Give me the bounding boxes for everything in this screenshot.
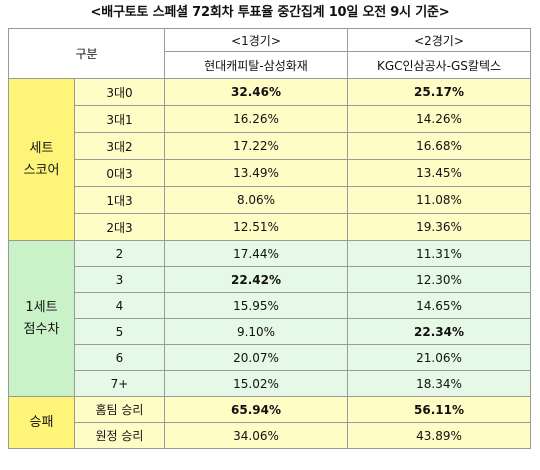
cell-game2: 18.34% — [347, 370, 531, 397]
row-label: 3대1 — [74, 105, 165, 133]
cell-game2: 11.08% — [347, 186, 531, 214]
row-label: 3 — [74, 266, 165, 293]
cell-game1: 16.26% — [164, 105, 348, 133]
row-label: 6 — [74, 344, 165, 371]
cell-game1: 12.51% — [164, 213, 348, 241]
row-label: 4 — [74, 292, 165, 319]
cell-game2: 21.06% — [347, 344, 531, 371]
cell-game2: 22.34% — [347, 318, 531, 345]
row-label: 7+ — [74, 370, 165, 397]
vote-rate-table: 구분 <1경기> <2경기> 현대캐피탈-삼성화재 KGC인삼공사-GS칼텍스 … — [8, 28, 531, 449]
cell-game1: 17.44% — [164, 240, 348, 267]
cell-game2: 16.68% — [347, 132, 531, 160]
row-label: 2대3 — [74, 213, 165, 241]
cell-game1: 22.42% — [164, 266, 348, 293]
cell-game1: 9.10% — [164, 318, 348, 345]
header-game2: <2경기> — [347, 28, 531, 52]
row-label: 2 — [74, 240, 165, 267]
cell-game1: 8.06% — [164, 186, 348, 214]
row-label: 3대2 — [74, 132, 165, 160]
group-set-score-line2: 스코어 — [23, 162, 60, 178]
row-label: 홈팀 승리 — [74, 396, 165, 423]
group-set-score-line1: 세트 — [29, 140, 54, 156]
row-label: 3대0 — [74, 78, 165, 106]
row-label: 0대3 — [74, 159, 165, 187]
cell-game1: 15.02% — [164, 370, 348, 397]
cell-game2: 12.30% — [347, 266, 531, 293]
cell-game1: 65.94% — [164, 396, 348, 423]
cell-game1: 15.95% — [164, 292, 348, 319]
cell-game2: 43.89% — [347, 422, 531, 449]
group-win-loss: 승패 — [8, 396, 75, 449]
cell-game2: 19.36% — [347, 213, 531, 241]
cell-game2: 13.45% — [347, 159, 531, 187]
group-point-diff: 1세트 점수차 — [8, 240, 75, 397]
cell-game1: 34.06% — [164, 422, 348, 449]
cell-game1: 17.22% — [164, 132, 348, 160]
group-point-diff-line1: 1세트 — [25, 299, 58, 315]
header-game1: <1경기> — [164, 28, 348, 52]
row-label: 원정 승리 — [74, 422, 165, 449]
cell-game1: 32.46% — [164, 78, 348, 106]
group-set-score: 세트 스코어 — [8, 78, 75, 241]
cell-game2: 14.26% — [347, 105, 531, 133]
page-title: <배구토토 스페셜 72회차 투표율 중간집계 10일 오전 9시 기준> — [90, 5, 450, 20]
cell-game2: 25.17% — [347, 78, 531, 106]
cell-game2: 56.11% — [347, 396, 531, 423]
group-point-diff-line2: 점수차 — [23, 321, 60, 337]
cell-game2: 14.65% — [347, 292, 531, 319]
header-match2: KGC인삼공사-GS칼텍스 — [347, 51, 531, 79]
row-label: 1대3 — [74, 186, 165, 214]
cell-game1: 13.49% — [164, 159, 348, 187]
cell-game1: 20.07% — [164, 344, 348, 371]
header-match1: 현대캐피탈-삼성화재 — [164, 51, 348, 79]
cell-game2: 11.31% — [347, 240, 531, 267]
row-label: 5 — [74, 318, 165, 345]
header-category: 구분 — [8, 28, 165, 79]
